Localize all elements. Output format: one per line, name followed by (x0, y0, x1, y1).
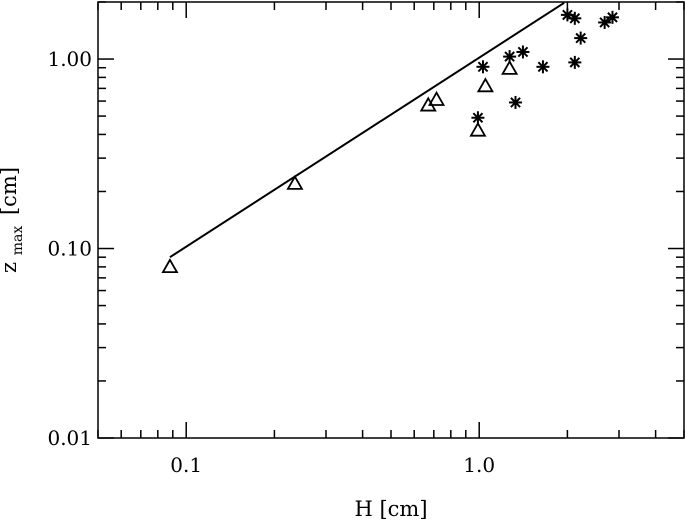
asterisk-stroke (569, 13, 581, 24)
triangle-marker (469, 121, 487, 137)
asterisk-stroke (510, 97, 521, 108)
triangle-marker (286, 174, 304, 190)
asterisk-marker (503, 50, 517, 64)
asterisk-stroke (517, 46, 529, 58)
asterisk-stroke (607, 12, 618, 23)
axis-ticks (97, 1, 685, 439)
fit-line-layer (169, 1, 565, 259)
asterisk-marker (568, 11, 582, 25)
y-tick-label: 0.01 (47, 426, 92, 450)
asterisk-marker (476, 60, 490, 74)
asterisk-marker (471, 111, 485, 125)
asterisk-stroke (575, 32, 586, 44)
asterisk-marker (536, 60, 550, 74)
y-axis-label-sub: max (10, 226, 26, 256)
svg-text:z max [cm]: z max [cm] (0, 167, 27, 273)
triangle-marker (476, 77, 494, 93)
axis-tick-labels: 0.1 1.0 0.01 0.10 1.00 (47, 47, 495, 477)
data-points (161, 8, 619, 274)
asterisk-marker (516, 45, 530, 59)
y-axis-label-unit: [cm] (0, 167, 21, 215)
y-tick-label: 1.00 (47, 47, 92, 71)
asterisk-stroke (569, 57, 581, 68)
plot-frame (97, 1, 685, 439)
asterisk-stroke (504, 51, 515, 62)
y-axis-label-main: z (0, 262, 21, 273)
asterisk-marker (568, 55, 582, 69)
asterisk-marker (598, 15, 612, 29)
y-axis-label: z max [cm] (0, 167, 27, 273)
asterisk-marker (605, 10, 619, 24)
x-tick-label: 1.0 (463, 453, 495, 477)
asterisk-stroke (472, 112, 484, 124)
asterisk-stroke (477, 61, 489, 73)
triangle-marker (161, 258, 179, 274)
triangle-marker (501, 59, 519, 75)
asterisk-marker (574, 31, 588, 45)
asterisk-stroke (537, 61, 549, 73)
fit-line (169, 1, 565, 259)
triangle-marker (427, 90, 446, 106)
y-tick-label: 0.10 (47, 237, 92, 261)
asterisk-stroke (599, 17, 610, 28)
asterisk-marker (508, 95, 522, 109)
x-tick-label: 0.1 (170, 453, 202, 477)
x-axis-label: H [cm] (354, 497, 427, 521)
asterisk-stroke (562, 9, 573, 21)
